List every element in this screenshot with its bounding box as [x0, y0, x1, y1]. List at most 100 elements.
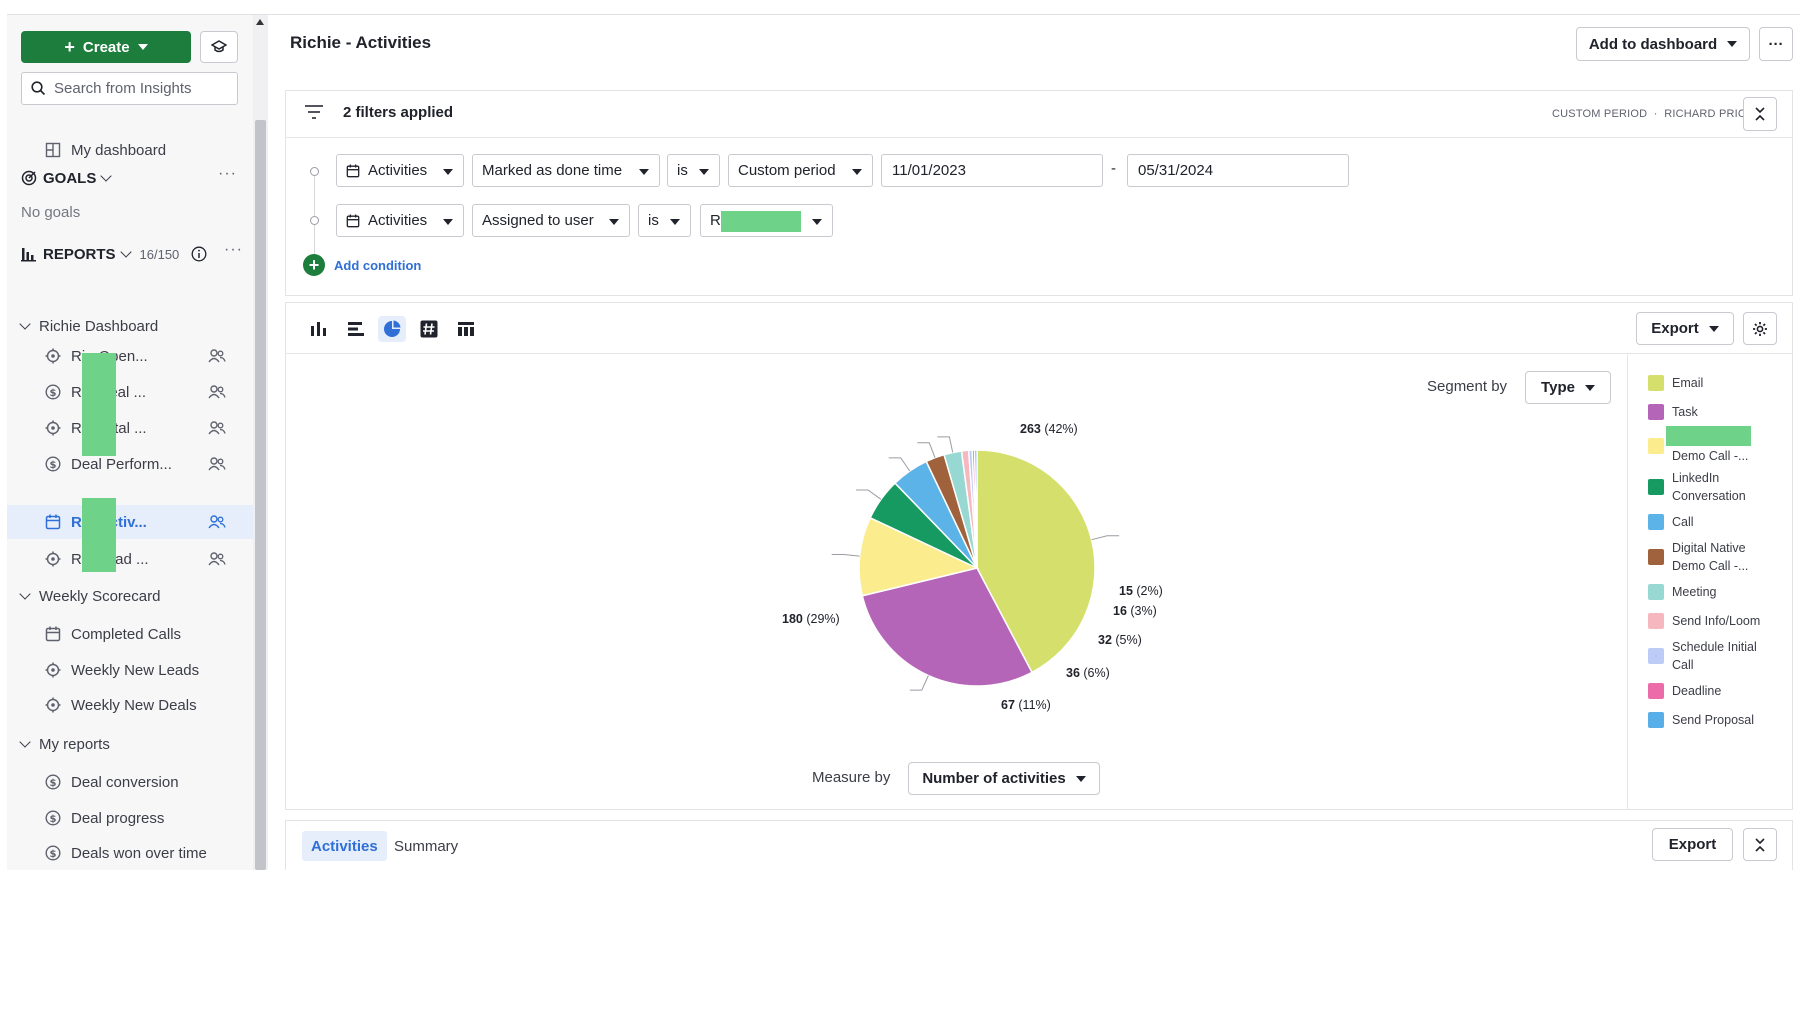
target-icon	[45, 348, 61, 364]
filter-operator-value: is	[648, 212, 659, 229]
sidebar-scrollbar[interactable]	[253, 15, 268, 870]
collapse-filters-button[interactable]	[1743, 97, 1777, 131]
table-view-button[interactable]	[452, 316, 480, 342]
legend-item[interactable]: Call	[1648, 513, 1694, 531]
chart-export-button[interactable]: Export	[1636, 312, 1734, 345]
filter-entity-select[interactable]: Activities	[336, 204, 464, 237]
learning-center-button[interactable]	[200, 31, 238, 63]
slice-label-call: 32 (5%)	[1098, 633, 1142, 647]
report-label: Deal conversion	[71, 774, 179, 791]
tab-activities[interactable]: Activities	[302, 831, 387, 861]
measure-by-value: Number of activities	[922, 770, 1066, 787]
date-to-input[interactable]: 05/31/2024	[1127, 154, 1349, 187]
group-title: Richie Dashboard	[39, 317, 159, 335]
report-label: Completed Calls	[71, 626, 182, 643]
chevron-down-icon	[1584, 384, 1595, 391]
legend-item[interactable]: Schedule Initial Call	[1648, 638, 1767, 674]
legend-item[interactable]: Send Proposal	[1648, 711, 1754, 729]
report-item[interactable]: Completed Calls	[7, 617, 253, 651]
chevron-down-icon	[639, 169, 649, 175]
more-options-button[interactable]: ···	[1759, 27, 1793, 61]
report-label: Weekly New Deals	[71, 697, 197, 714]
filter-period-select[interactable]: Custom period	[728, 154, 873, 187]
legend-item[interactable]: Meeting	[1648, 583, 1716, 601]
filter-icon[interactable]	[304, 104, 324, 120]
filter-entity-select[interactable]: Activities	[336, 154, 464, 187]
reports-more-icon[interactable]: ···	[224, 241, 243, 258]
chevron-down-icon	[1075, 775, 1086, 782]
slice-label-digital-native: 16 (3%)	[1113, 604, 1157, 618]
bar-chart-icon	[348, 322, 364, 336]
segment-by-select[interactable]: Type	[1525, 371, 1611, 404]
goals-header[interactable]: GOALS	[21, 166, 113, 190]
target-icon	[45, 662, 61, 678]
dollar-icon: $	[45, 845, 61, 861]
legend-item[interactable]: LinkedIn Conversation	[1648, 469, 1772, 505]
create-button[interactable]: + Create	[21, 31, 191, 63]
pie-slice-2[interactable]	[858, 516, 980, 597]
scrollbar-thumb[interactable]	[255, 120, 266, 870]
slice-pct: (6%)	[1083, 666, 1110, 680]
add-condition-button[interactable]: + Add condition	[303, 254, 421, 276]
report-item-active[interactable]: Ri - Activ...	[7, 505, 253, 539]
pie-chart-button[interactable]	[378, 316, 406, 342]
table-export-button[interactable]: Export	[1652, 828, 1733, 861]
group-weekly-scorecard[interactable]: Weekly Scorecard	[19, 584, 160, 608]
info-icon[interactable]	[191, 246, 207, 262]
my-dashboard-link[interactable]: My dashboard	[7, 133, 253, 167]
tab-summary[interactable]: Summary	[394, 837, 459, 855]
filters-header	[285, 90, 1793, 138]
legend-item[interactable]: Task	[1648, 403, 1698, 421]
pie-slice-0[interactable]	[976, 449, 1096, 674]
legend-item[interactable]: Send Info/Loom	[1648, 612, 1760, 630]
add-to-dashboard-button[interactable]: Add to dashboard	[1576, 27, 1750, 61]
search-input[interactable]: Search from Insights	[21, 72, 238, 105]
filter-field-select[interactable]: Marked as done time	[472, 154, 660, 187]
slice-pct: (5%)	[1115, 633, 1142, 647]
legend-label: Digital Native Demo Call -...	[1672, 541, 1749, 573]
segment-by-value: Type	[1541, 379, 1575, 396]
chart-settings-button[interactable]	[1743, 312, 1777, 345]
legend-item[interactable]: Deadline	[1648, 682, 1721, 700]
chevron-down-icon	[670, 219, 680, 225]
legend-item[interactable]: Demo Call -...	[1648, 437, 1762, 465]
pie-leader-line-2	[831, 554, 860, 557]
report-item[interactable]: $ Ri - Deal ...	[7, 375, 253, 409]
goals-more-icon[interactable]: ···	[218, 165, 237, 182]
plus-icon: +	[64, 36, 75, 57]
scroll-up-arrow-icon[interactable]	[256, 19, 264, 25]
report-item[interactable]: $ Deal conversion	[7, 765, 253, 799]
legend-item[interactable]: Digital Native Demo Call -...	[1648, 539, 1762, 575]
measure-by-select[interactable]: Number of activities	[908, 762, 1100, 795]
report-item[interactable]: Weekly New Deals	[7, 688, 253, 722]
reports-count: 16/150	[139, 246, 180, 262]
svg-text:$: $	[50, 778, 57, 789]
filter-operator-select[interactable]: is	[638, 204, 691, 237]
report-label: Weekly New Leads	[71, 662, 200, 679]
group-richie-dashboard[interactable]: Richie Dashboard	[19, 314, 159, 338]
report-item[interactable]: $ Deals won over time	[7, 836, 253, 870]
chevron-down-icon	[100, 170, 113, 182]
filter-field-select[interactable]: Assigned to user	[472, 204, 630, 237]
legend-item[interactable]: Email	[1648, 374, 1703, 392]
filters-panel	[285, 90, 1793, 296]
column-chart-button[interactable]	[305, 316, 333, 342]
reports-header[interactable]: REPORTS 16/150	[21, 242, 207, 266]
svg-text:$: $	[50, 814, 57, 825]
more-icon: ···	[1768, 35, 1784, 53]
scorecard-button[interactable]	[415, 316, 443, 342]
report-item[interactable]: $ Deal Perform...	[7, 447, 253, 481]
report-item[interactable]: Ri - Lead ...	[7, 542, 253, 576]
chart-toolbar	[285, 302, 1793, 354]
collapse-table-button[interactable]	[1743, 828, 1777, 861]
report-item[interactable]: Ri - Open...	[7, 339, 253, 373]
pie-slice-10[interactable]	[973, 449, 978, 569]
group-my-reports[interactable]: My reports	[19, 732, 110, 756]
bar-chart-button[interactable]	[342, 316, 370, 342]
report-item[interactable]: Weekly New Leads	[7, 653, 253, 687]
measure-by-label: Measure by	[812, 769, 891, 786]
report-item[interactable]: $ Deal progress	[7, 801, 253, 835]
report-item[interactable]: Ri - Total ...	[7, 411, 253, 445]
filter-operator-select[interactable]: is	[667, 154, 720, 187]
date-from-input[interactable]: 11/01/2023	[881, 154, 1103, 187]
